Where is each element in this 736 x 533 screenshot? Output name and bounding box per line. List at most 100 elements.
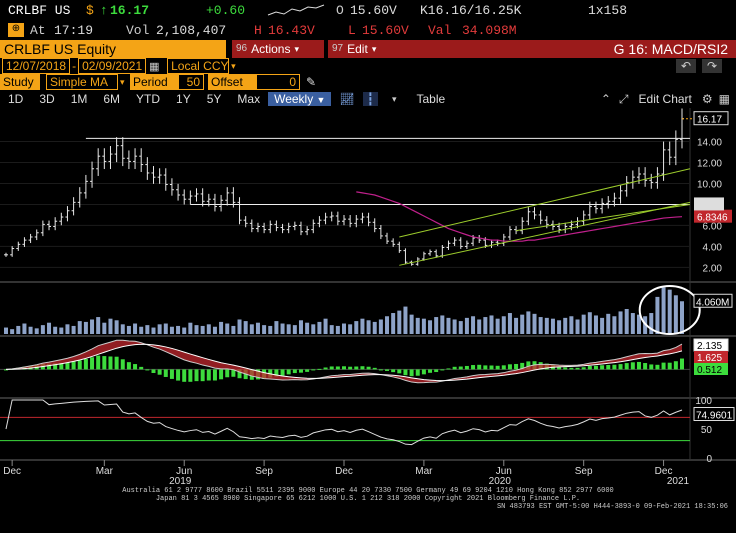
- expand-icon[interactable]: ⤢: [618, 91, 629, 106]
- volume-bar: [255, 322, 260, 334]
- volume-bar: [587, 312, 592, 334]
- range-1m[interactable]: 1M: [70, 92, 88, 106]
- volume-bar: [458, 321, 463, 334]
- bar-chart-type-icon[interactable]: ┇: [362, 92, 378, 106]
- macd-histogram-bar: [612, 364, 617, 370]
- volume-bar: [667, 289, 672, 334]
- macd-histogram-bar: [305, 369, 310, 372]
- price-tick-label: 6.00: [703, 221, 723, 232]
- volume-bar: [200, 325, 205, 334]
- frequency-select[interactable]: Weekly ▼: [268, 92, 332, 106]
- at-label: At: [30, 22, 46, 38]
- price-tick-label: 2.00: [703, 263, 723, 274]
- grid-icon[interactable]: ▦: [718, 92, 730, 106]
- macd-histogram-bar: [655, 364, 660, 370]
- volume-value: 2,108,407: [156, 22, 227, 38]
- price-tick-label: 4.00: [703, 242, 723, 253]
- chevron-down-icon[interactable]: ▾: [391, 93, 397, 104]
- macd-histogram-bar: [4, 369, 8, 371]
- currency-icon: $: [86, 2, 94, 18]
- volume-bar: [354, 321, 359, 334]
- volume-bar: [477, 319, 482, 334]
- level-box: [694, 197, 724, 211]
- volume-bar: [4, 327, 8, 334]
- range-1y[interactable]: 1Y: [176, 92, 191, 106]
- period-field[interactable]: 50: [178, 74, 204, 90]
- volume-bar: [360, 318, 365, 334]
- volume-bar: [305, 322, 310, 334]
- volume-bar: [298, 320, 303, 334]
- volume-bar: [538, 317, 543, 334]
- range-ytd[interactable]: YTD: [136, 92, 161, 106]
- quote-bar: CRLBF US $ ↑ 16.17 +0.60 O 15.60V K16.16…: [0, 0, 736, 20]
- chevron-down-icon[interactable]: ▾: [120, 76, 125, 87]
- bid-ask-size: 1x158: [588, 2, 628, 18]
- macd-histogram-bar: [489, 365, 494, 370]
- macd-fill-area: [6, 340, 682, 383]
- macd-histogram-bar: [90, 357, 95, 370]
- start-date-field[interactable]: 12/07/2018: [2, 58, 71, 74]
- volume-value-label: 4.060M: [696, 297, 729, 308]
- macd-histogram-bar: [483, 365, 488, 370]
- edit-chart-button[interactable]: Edit Chart: [638, 92, 692, 106]
- security-name[interactable]: CRLBF US Equity: [0, 40, 226, 58]
- x-year-label: 2021: [667, 476, 690, 487]
- calendar-icon[interactable]: ▦: [149, 60, 160, 73]
- volume-bar: [335, 325, 340, 334]
- study-field[interactable]: Simple MA: [46, 74, 118, 90]
- redo-icon[interactable]: ↷: [702, 59, 722, 73]
- ma-value-box: [694, 209, 732, 223]
- macd-histogram-bar: [495, 365, 500, 370]
- edit-menu[interactable]: 97 Edit ▾: [328, 40, 402, 58]
- macd-histogram-bar: [65, 362, 70, 370]
- macd-histogram-bar: [440, 369, 445, 371]
- macd-histogram-bar: [581, 367, 586, 370]
- range-6m[interactable]: 6M: [103, 92, 121, 106]
- offset-field[interactable]: 0: [256, 74, 300, 90]
- rsi-tick-label: 100: [695, 396, 712, 407]
- chevron-down-icon: ▾: [371, 44, 377, 54]
- volume-bar: [600, 317, 605, 334]
- pencil-icon[interactable]: ✎: [306, 75, 317, 89]
- volume-bar: [366, 320, 371, 334]
- line-chart-icon[interactable]: 📈︎: [339, 92, 355, 106]
- x-month-label: Jun: [496, 466, 512, 477]
- actions-menu[interactable]: 96 Actions ▾: [232, 40, 324, 58]
- quote-bar-details: ⊕ At 17:19 Vol 2,108,407 H 16.43V L 15.6…: [0, 20, 736, 40]
- volume-bar: [145, 325, 150, 334]
- volume-bar: [378, 319, 383, 334]
- chevron-down-icon[interactable]: ▾: [231, 60, 236, 71]
- sparkline-icon: [266, 3, 336, 17]
- undo-icon[interactable]: ↶: [676, 59, 696, 73]
- end-date-field[interactable]: 02/09/2021: [78, 58, 147, 74]
- settings-icon[interactable]: ⚙: [701, 92, 713, 106]
- chart-svg[interactable]: 2.004.006.008.0010.0012.0014.0016.176.83…: [0, 108, 736, 530]
- currency-field[interactable]: Local CCY: [167, 58, 230, 74]
- volume-bar: [139, 326, 144, 334]
- volume-highlight-circle: [638, 285, 701, 335]
- x-year-label: 2020: [489, 476, 512, 487]
- range-3d[interactable]: 3D: [39, 92, 55, 106]
- table-button[interactable]: Table: [416, 92, 446, 106]
- range-5y[interactable]: 5Y: [206, 92, 222, 106]
- date-bar: 12/07/2018 - 02/09/2021 ▦ Local CCY ▾ ↶ …: [0, 58, 736, 74]
- macd-value-label: 0.512: [697, 365, 722, 376]
- macd-histogram-bar: [587, 366, 592, 370]
- range-1d[interactable]: 1D: [8, 92, 24, 106]
- volume-bar: [286, 324, 291, 334]
- collapse-icon[interactable]: ⌃: [600, 92, 611, 106]
- volume-bar: [274, 321, 279, 334]
- volume-bar: [71, 325, 76, 334]
- range-max[interactable]: Max: [237, 92, 261, 106]
- ticker[interactable]: CRLBF US: [8, 2, 71, 18]
- macd-histogram-bar: [624, 363, 629, 370]
- macd-histogram-bar: [231, 369, 236, 377]
- volume-bar: [114, 320, 119, 334]
- volume-bar: [176, 325, 181, 334]
- chart-area[interactable]: 2.004.006.008.0010.0012.0014.0016.176.83…: [0, 108, 736, 530]
- volume-bar: [188, 322, 193, 334]
- macd-histogram-bar: [102, 356, 107, 370]
- news-icon[interactable]: ⊕: [8, 23, 24, 37]
- volume-bar: [618, 311, 623, 334]
- macd-histogram-bar: [501, 365, 506, 370]
